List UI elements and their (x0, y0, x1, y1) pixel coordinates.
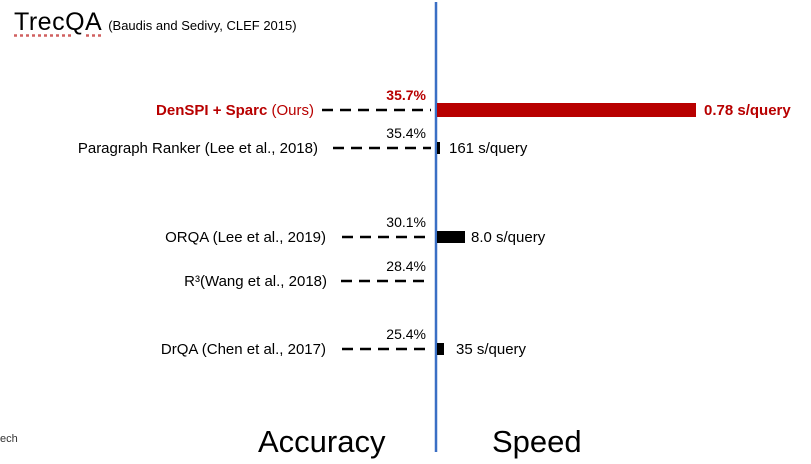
accuracy-value: 28.4% (386, 258, 426, 274)
speed-bar (437, 231, 465, 243)
method-name: DenSPI + Sparc (156, 102, 267, 119)
accuracy-label: Accuracy (258, 424, 386, 459)
method-label: ORQA (Lee et al., 2019) (165, 229, 326, 246)
method-label: R³(Wang et al., 2018) (184, 273, 327, 290)
speed-value: 0.78 s/query (704, 102, 791, 119)
chart-subtitle: (Baudis and Sedivy, CLEF 2015) (108, 18, 297, 33)
method-name: R³(Wang et al., 2018) (184, 273, 327, 290)
method-label: Paragraph Ranker (Lee et al., 2018) (78, 140, 318, 157)
speed-bar (437, 103, 696, 117)
method-name: ORQA (Lee et al., 2019) (165, 229, 326, 246)
accuracy-value: 30.1% (386, 214, 426, 230)
speed-value: 35 s/query (456, 341, 527, 358)
accuracy-value: 35.4% (386, 125, 426, 141)
footer-fragment: ech (0, 433, 18, 445)
method-name: DrQA (Chen et al., 2017) (161, 341, 326, 358)
speed-value: 8.0 s/query (471, 229, 546, 246)
chart-title: TrecQA (14, 8, 103, 36)
speed-value: 161 s/query (449, 140, 528, 157)
method-label: DenSPI + Sparc (Ours) (156, 102, 314, 119)
accuracy-value: 35.7% (386, 87, 426, 103)
speed-bar (437, 343, 444, 355)
speed-bar (437, 142, 440, 154)
method-name: Paragraph Ranker (Lee et al., 2018) (78, 140, 318, 157)
speed-label: Speed (492, 424, 582, 459)
chart-title-block: TrecQA (Baudis and Sedivy, CLEF 2015) (14, 8, 297, 37)
method-suffix: (Ours) (267, 102, 314, 119)
accuracy-value: 25.4% (386, 326, 426, 342)
method-label: DrQA (Chen et al., 2017) (161, 341, 326, 358)
